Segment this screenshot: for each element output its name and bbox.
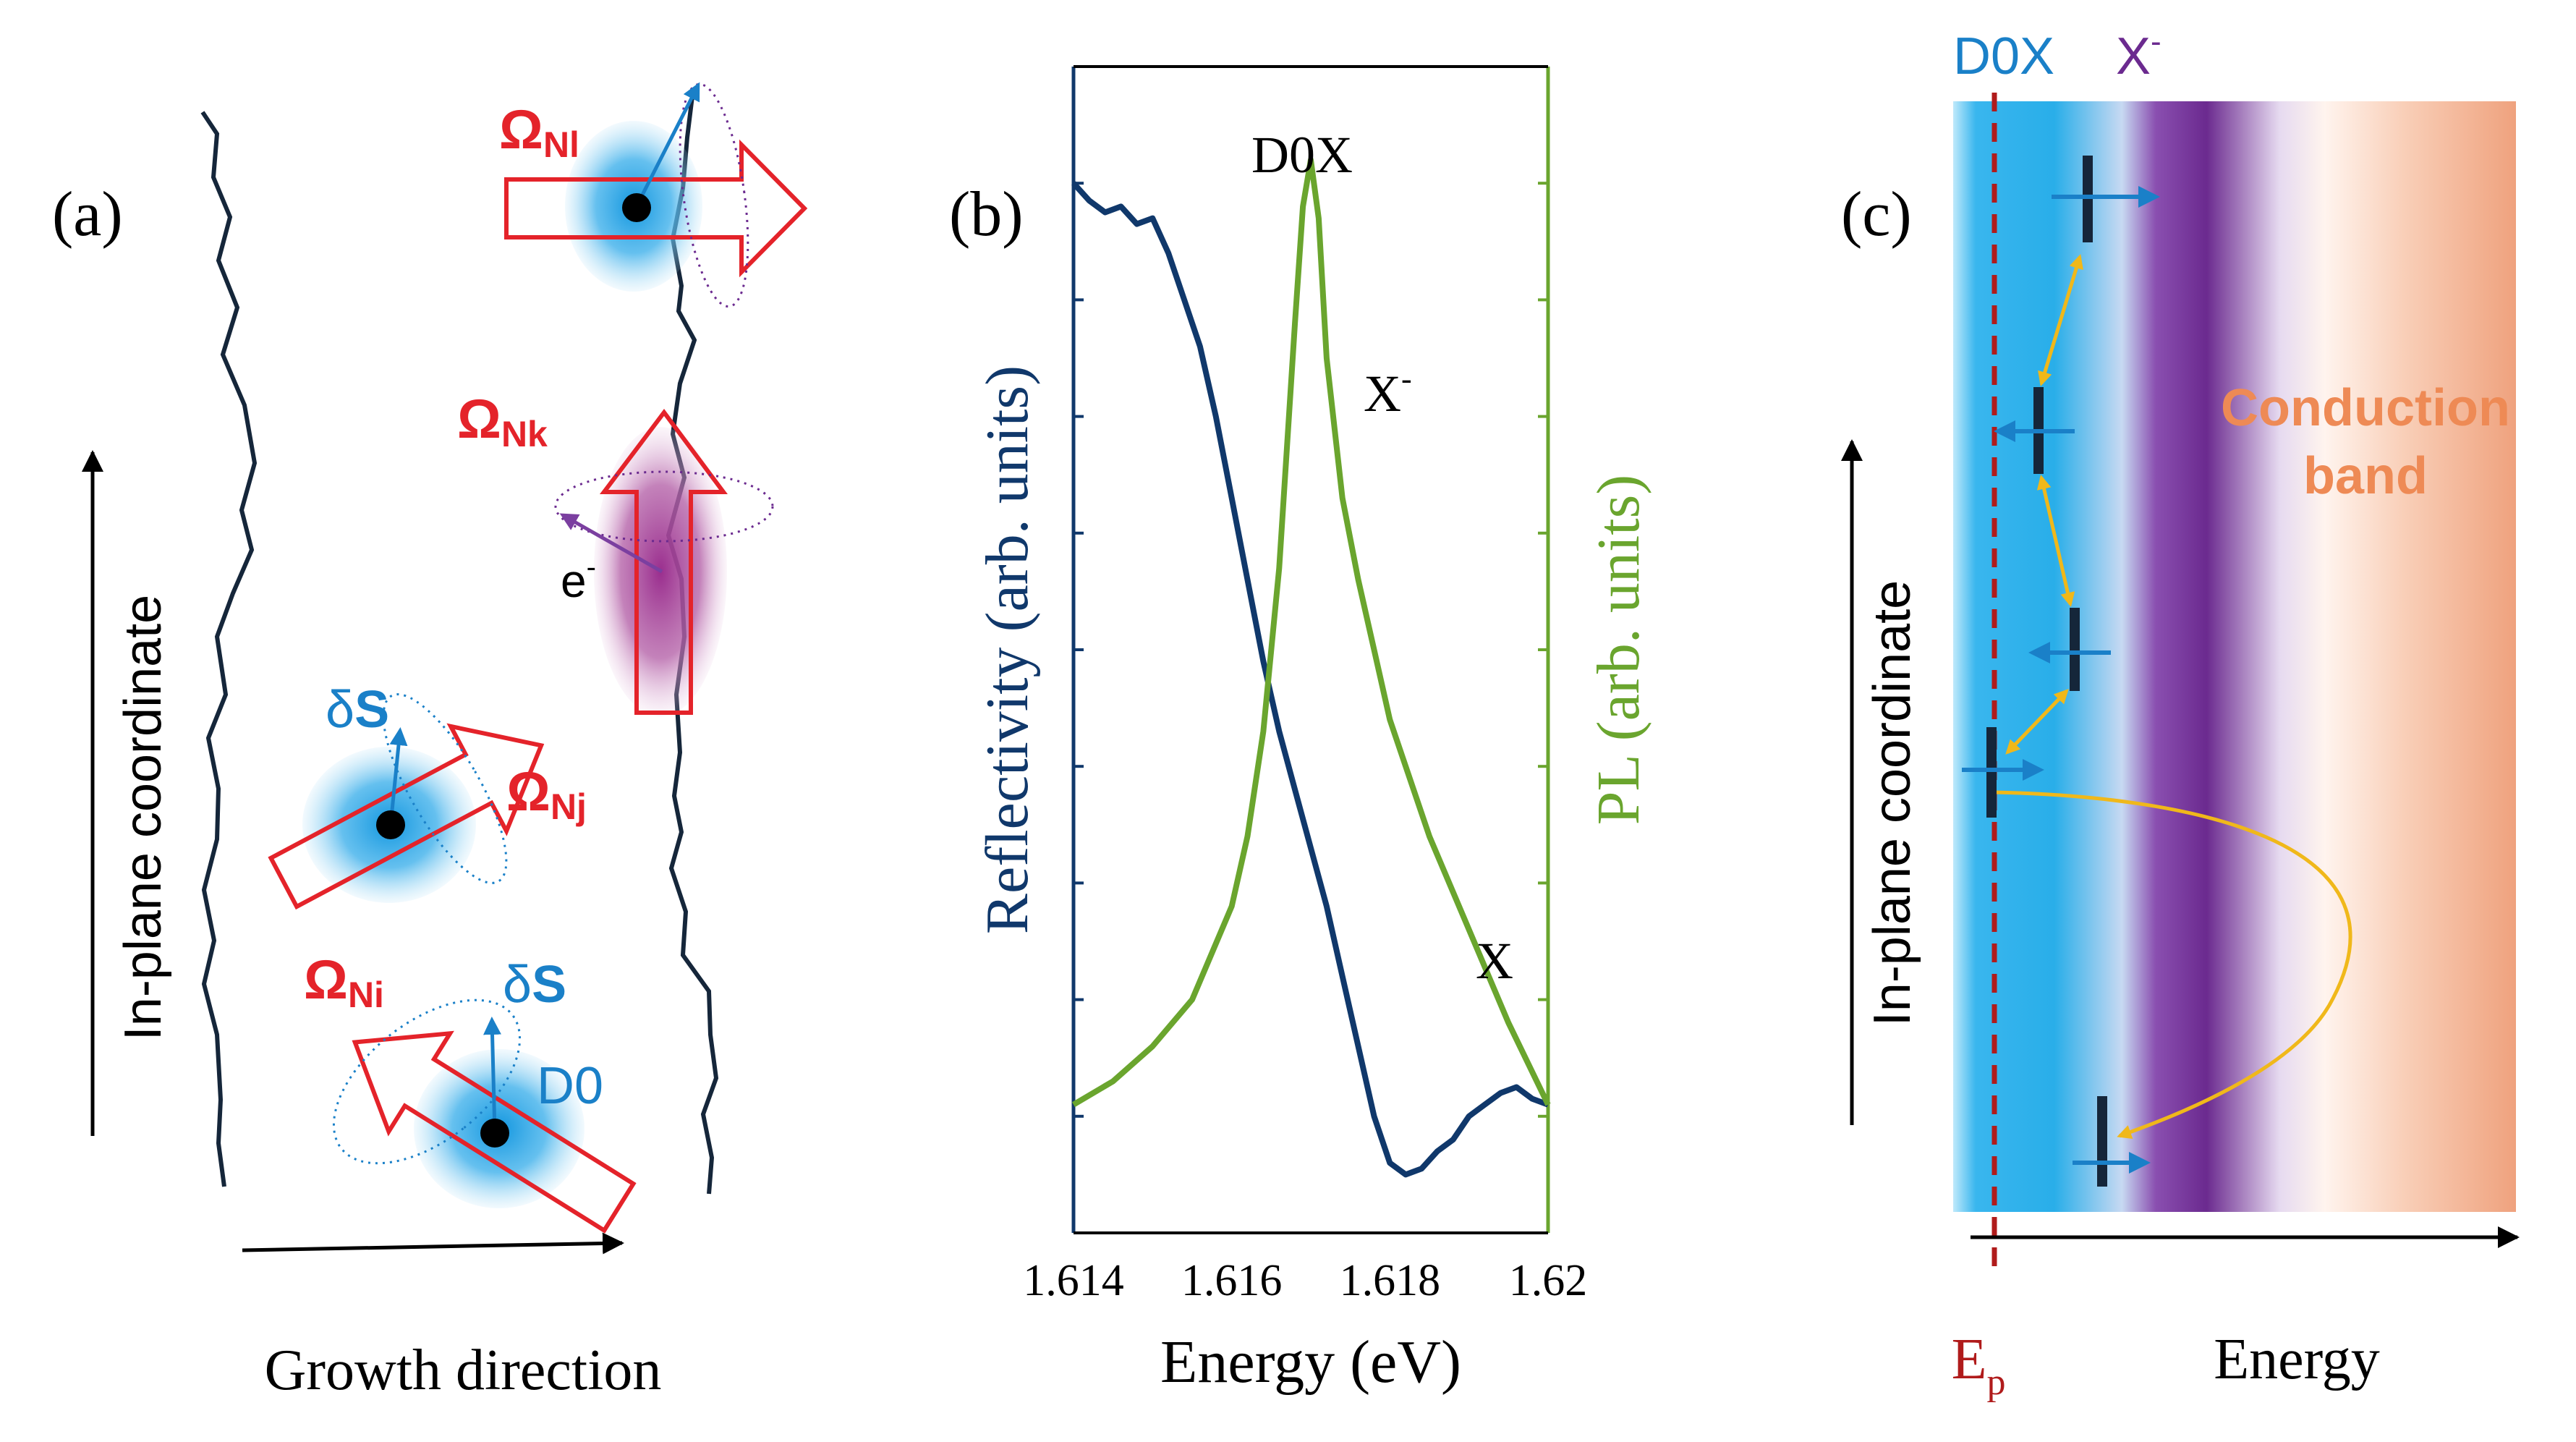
spin-vector-l xyxy=(634,82,700,208)
omega-k-arrow xyxy=(599,408,728,715)
y-right-label: PL (arb. units) xyxy=(1585,475,1652,826)
x-tick-label-2: 1.616 xyxy=(1181,1256,1283,1305)
donor-l: ΩNl xyxy=(499,82,808,308)
x-tick-label-3: 1.618 xyxy=(1340,1256,1441,1305)
annotation-x-minus: X- xyxy=(1364,361,1412,423)
hop-arrow-1 xyxy=(2038,254,2083,386)
donor-j-dot xyxy=(376,810,405,839)
interface-left xyxy=(200,111,258,1187)
excursion-arrow xyxy=(1992,790,2352,1140)
panel-a-label: (a) xyxy=(52,179,123,250)
x-tick-label-1: 1.614 xyxy=(1023,1256,1124,1305)
x-minus-band-label: X- xyxy=(2116,24,2161,85)
donor-i-dot xyxy=(480,1119,509,1148)
ticks xyxy=(1074,182,1548,1118)
conduction-band-label-1: Conduction xyxy=(2221,379,2510,437)
y-left-label: Reflectivity (arb. units) xyxy=(974,365,1041,934)
omega-l-arrow xyxy=(504,139,808,278)
panel-c: (c) D0X X- Conduction band Ep In-plane c… xyxy=(1841,24,2520,1403)
panel-a-x-axis-label: Growth direction xyxy=(265,1339,662,1402)
donor-label: D0 xyxy=(537,1057,603,1115)
panel-b: (b) 1.614 1.616 1.618 1.62 Reflectivity (ar… xyxy=(949,65,1652,1396)
omega-j-arrow xyxy=(268,723,545,910)
precession-ellipse-k xyxy=(554,470,774,543)
omega-l-label: ΩNl xyxy=(499,99,579,165)
ep-label: Ep xyxy=(1952,1328,2006,1403)
x-tick-label-4: 1.62 xyxy=(1509,1256,1588,1305)
hopping-arrows xyxy=(1992,254,2352,1140)
localized-state-5 xyxy=(2073,1096,2151,1187)
localized-state-4 xyxy=(1962,727,2044,818)
localized-state-1 xyxy=(2052,156,2160,242)
panel-c-label: (c) xyxy=(1841,179,1912,250)
localized-state-3 xyxy=(2028,608,2111,691)
panel-a-x-axis xyxy=(242,1232,624,1255)
hop-arrow-3 xyxy=(2005,689,2069,755)
localized-state-2 xyxy=(1994,387,2075,474)
omega-j-label: ΩNj xyxy=(506,761,587,827)
delta-s-label-j: δS xyxy=(326,681,389,739)
precession-ellipse-j xyxy=(382,693,508,884)
omega-i-label: ΩNi xyxy=(304,949,384,1015)
series-reflectivity xyxy=(1071,181,1550,1178)
hop-arrow-2 xyxy=(2036,475,2075,607)
spin-vector-i xyxy=(483,1017,502,1133)
annotation-x: X xyxy=(1476,932,1513,990)
electron-label: e- xyxy=(561,551,596,607)
delta-s-label-i: δS xyxy=(503,956,566,1014)
plot-area xyxy=(1074,67,1548,1233)
d0x-band-label: D0X xyxy=(1953,27,2054,85)
energy-band-gradient xyxy=(1953,101,2516,1212)
panel-a-y-axis-label: In-plane coordinate xyxy=(114,595,172,1040)
panel-b-label: (b) xyxy=(949,179,1024,250)
donor-l-dot xyxy=(622,193,651,222)
electron-k: ΩNk e- xyxy=(457,389,774,716)
panel-a: (a) In-plane coordinate Growth direction… xyxy=(52,82,808,1402)
donor-i: ΩNi δS D0 xyxy=(304,949,637,1234)
reflectivity-pl-plot: 1.614 1.616 1.618 1.62 xyxy=(1023,65,1587,1305)
conduction-band-label-2: band xyxy=(2303,447,2428,505)
panel-c-x-axis-label: Energy xyxy=(2214,1328,2380,1391)
omega-i-arrow xyxy=(352,1030,637,1234)
spin-vector-k xyxy=(559,513,663,574)
x-tick-labels: 1.614 1.616 1.618 1.62 xyxy=(1023,1256,1587,1305)
donor-j: δS ΩNj xyxy=(268,681,587,910)
spin-vector-j xyxy=(388,727,408,826)
panel-c-y-axis-label: In-plane coordinate xyxy=(1863,580,1921,1026)
series-pl xyxy=(1071,157,1551,1108)
annotation-d0x: D0X xyxy=(1251,126,1353,184)
omega-k-label: ΩNk xyxy=(457,389,548,454)
x-axis-label: Energy (eV) xyxy=(1160,1328,1461,1396)
